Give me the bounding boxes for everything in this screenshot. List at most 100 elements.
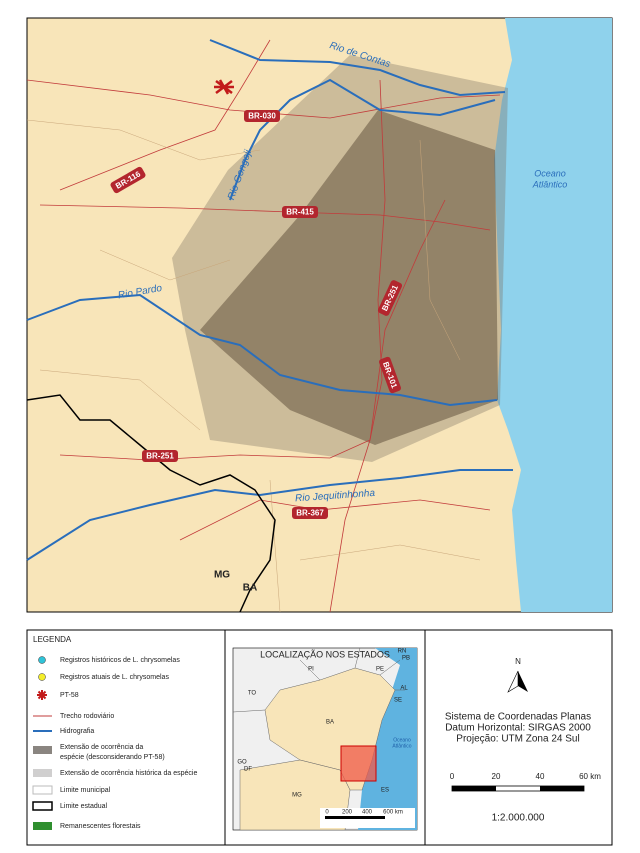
north-arrow — [507, 670, 528, 693]
inset-study-area — [340, 745, 377, 782]
legend-item: PT-58 — [60, 692, 79, 699]
road-shield — [142, 450, 178, 462]
scale-label: 60 km — [579, 772, 601, 781]
ocean-label: Oceano — [534, 168, 566, 178]
state-label: MG — [214, 570, 230, 581]
scale-ratio: 1:2.000.000 — [492, 813, 545, 824]
legend-label: Limite municipal — [60, 787, 111, 794]
scale-label: 40 — [536, 772, 545, 781]
ocean-label: Atlântico — [532, 179, 568, 189]
inset-ocean — [358, 648, 417, 830]
inset-label: Oceano — [393, 737, 411, 743]
road-shield — [377, 280, 403, 316]
main-map — [26, 17, 613, 613]
road-label: BR-415 — [286, 208, 314, 217]
legend-item: Hidrografia — [33, 728, 94, 735]
inset-scale-label: 400 — [362, 810, 373, 816]
scale-bar — [451, 785, 585, 792]
inset-label: RN — [398, 649, 407, 655]
legend-box — [26, 629, 226, 846]
scale-label: 20 — [492, 772, 501, 781]
road-label: BR-367 — [296, 509, 324, 518]
inset-scale-bar — [325, 816, 385, 819]
pt58-marker — [214, 79, 234, 95]
inset-label: BA — [326, 720, 334, 726]
inset-label: PB — [402, 656, 410, 662]
road-label-group: BR-415 — [282, 206, 318, 218]
state-label: BA — [243, 583, 257, 594]
legend-current-extent — [33, 746, 52, 754]
info-line: Datum Horizontal: SIRGAS 2000 — [445, 723, 591, 734]
legend-label: Hidrografia — [60, 728, 94, 735]
inset-label: GO — [237, 760, 247, 766]
inset-label: AL — [400, 686, 408, 692]
road-label: BR-030 — [248, 112, 276, 121]
inset-title: LOCALIZAÇÃO NOS ESTADOS — [260, 649, 390, 659]
inset-scale-label: 600 km — [383, 810, 403, 816]
legend-item: Remanescentes florestais — [33, 822, 141, 830]
inset-label: ES — [381, 788, 389, 794]
rivers — [26, 39, 513, 561]
legend-label: Extensão de ocorrência da — [60, 744, 143, 751]
legend-current — [38, 673, 46, 681]
legend-historic — [38, 656, 46, 664]
inset-label: Atlântico — [392, 743, 411, 749]
info-line: Projeção: UTM Zona 24 Sul — [456, 734, 579, 745]
legend-label: Extensão de ocorrência histórica da espé… — [60, 770, 197, 777]
legend-title: LEGENDA — [33, 635, 72, 644]
legend-label: Registros atuais de L. chrysomelas — [60, 674, 169, 681]
inset-label: SE — [394, 698, 402, 704]
road-label-group: BR-367 — [292, 507, 328, 519]
north-label: N — [515, 657, 521, 666]
roads — [26, 39, 501, 613]
road-label: BR-251 — [146, 452, 174, 461]
info-box — [424, 629, 613, 846]
legend-item: Registros atuais de L. chrysomelas — [38, 673, 169, 681]
legend-label: Limite estadual — [60, 803, 108, 810]
municipal-limits — [26, 119, 481, 613]
road-shield — [110, 166, 146, 194]
legend-label: Remanescentes florestais — [60, 823, 141, 830]
legend-item: Extensão de ocorrência da — [33, 744, 143, 754]
legend: Registros históricos de L. chrysomelas Re… — [32, 656, 197, 830]
legend-item: espécie (desconsiderando PT-58) — [60, 754, 165, 761]
inset-map — [232, 647, 418, 831]
road-shield — [244, 110, 280, 122]
road-shield — [292, 507, 328, 519]
inset-label: MG — [292, 793, 302, 799]
inset-scale-label: 200 — [342, 810, 353, 816]
inset-scale-label: 0 — [325, 810, 329, 816]
ocean — [494, 18, 612, 612]
road-label-group: BR-030 — [244, 110, 280, 122]
inset-borders — [232, 647, 405, 713]
north-right — [518, 671, 528, 692]
legend-pt58 — [37, 690, 47, 700]
legend-label: espécie (desconsiderando PT-58) — [60, 754, 165, 761]
road-shield — [379, 356, 401, 394]
scale-seg — [540, 786, 584, 791]
road-label-group: BR-251 — [142, 450, 178, 462]
legend-item: Extensão de ocorrência histórica da espé… — [33, 769, 197, 777]
legend-label: PT-58 — [60, 692, 79, 699]
state-limit — [26, 394, 276, 613]
legend-forest — [33, 822, 52, 830]
legend-municipal — [32, 785, 53, 795]
scale-seg — [452, 786, 496, 791]
info-line: Sistema de Coordenadas Planas — [445, 712, 591, 723]
legend-item: Registros históricos de L. chrysomelas — [38, 656, 180, 664]
legend-item: Limite estadual — [32, 801, 108, 811]
legend-state — [32, 801, 53, 811]
inset-label: TO — [248, 691, 257, 697]
legend-item: Trecho rodoviário — [33, 713, 114, 720]
inset-label: PE — [376, 667, 384, 673]
legend-item: Limite municipal — [32, 785, 111, 795]
road-shield — [282, 206, 318, 218]
legend-historic-extent — [33, 769, 52, 777]
inset-label: PI — [308, 667, 314, 673]
inset-label: DF — [244, 767, 252, 773]
scale-label: 0 — [450, 772, 455, 781]
legend-label: Registros históricos de L. chrysomelas — [60, 657, 180, 664]
